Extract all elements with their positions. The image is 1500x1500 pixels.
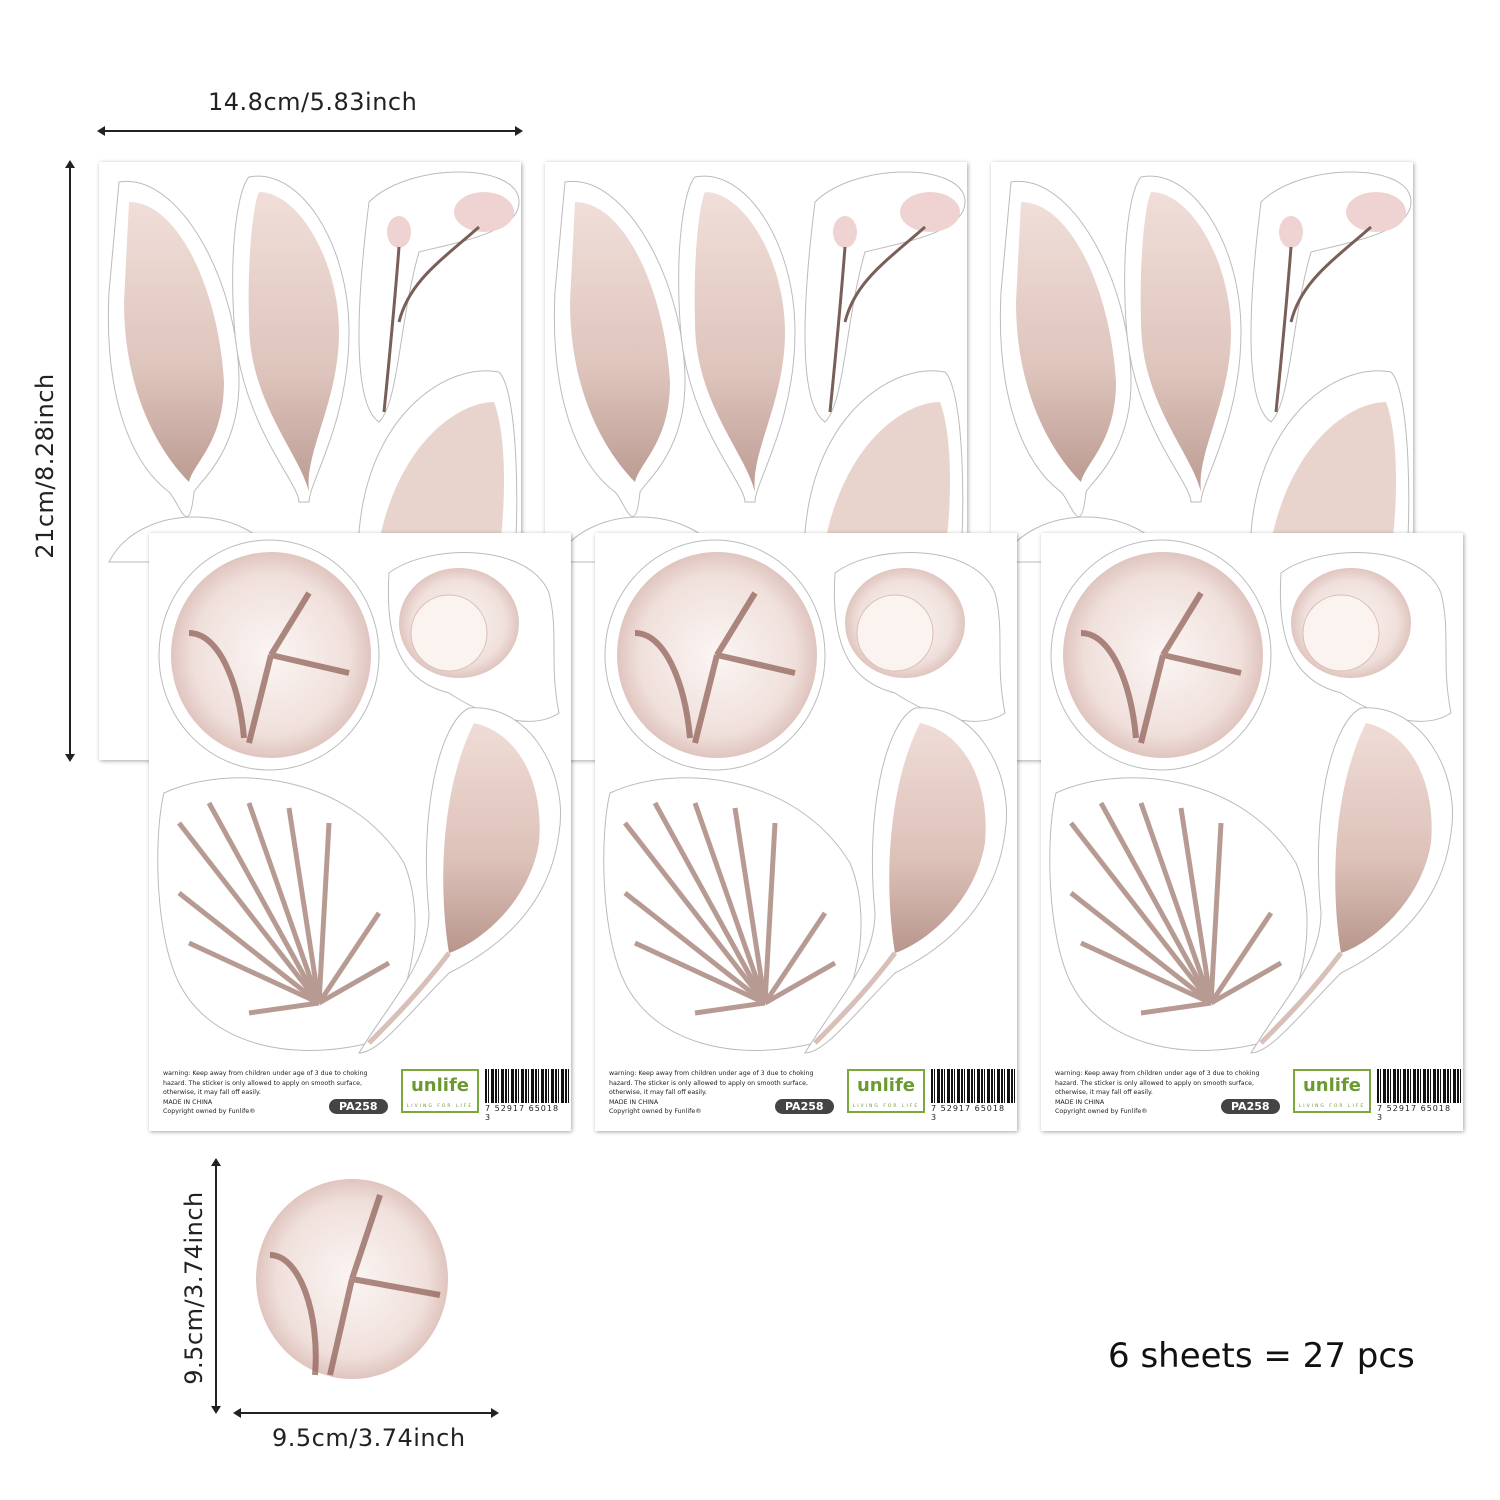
sheet-height-label: 21cm/8.28inch (31, 373, 59, 559)
product-code: PA258 (1221, 1099, 1280, 1114)
sheet-footer: warning: Keep away from children under a… (1055, 1069, 1463, 1122)
barcode-number: 7 52917 65018 3 (485, 1104, 560, 1122)
sticker-sheet-front-3: warning: Keep away from children under a… (1041, 533, 1463, 1131)
brand-logo: unlife LIVING FOR LIFE (1293, 1069, 1371, 1113)
warning-text: warning: Keep away from children under a… (609, 1070, 814, 1116)
sticker-sheet-front-2: warning: Keep away from children under a… (595, 533, 1017, 1131)
sticker-height-label: 9.5cm/3.74inch (180, 1191, 208, 1385)
warning-text: warning: Keep away from children under a… (1055, 1070, 1260, 1116)
height-arrow (65, 160, 75, 762)
brand-logo: unlife LIVING FOR LIFE (401, 1069, 479, 1113)
product-code: PA258 (329, 1099, 388, 1114)
sheet-width-label: 14.8cm/5.83inch (208, 88, 418, 116)
barcode-number: 7 52917 65018 3 (1377, 1104, 1452, 1122)
brand-logo: unlife LIVING FOR LIFE (847, 1069, 925, 1113)
barcode (485, 1069, 571, 1103)
barcode-number: 7 52917 65018 3 (931, 1104, 1006, 1122)
sticker-width-arrow (233, 1408, 499, 1418)
sticker-sheet-front-1: warning: Keep away from children under a… (149, 533, 571, 1131)
barcode (931, 1069, 1017, 1103)
sheet-count-summary: 6 sheets = 27 pcs (1108, 1336, 1415, 1376)
barcode (1377, 1069, 1463, 1103)
cotton-sticker-sample (256, 1179, 448, 1379)
sheet-footer: warning: Keep away from children under a… (163, 1069, 571, 1122)
width-arrow (97, 126, 523, 136)
warning-text: warning: Keep away from children under a… (163, 1070, 368, 1116)
sheet-footer: warning: Keep away from children under a… (609, 1069, 1017, 1122)
sticker-height-arrow (211, 1158, 221, 1414)
product-code: PA258 (775, 1099, 834, 1114)
sticker-width-label: 9.5cm/3.74inch (272, 1424, 466, 1452)
